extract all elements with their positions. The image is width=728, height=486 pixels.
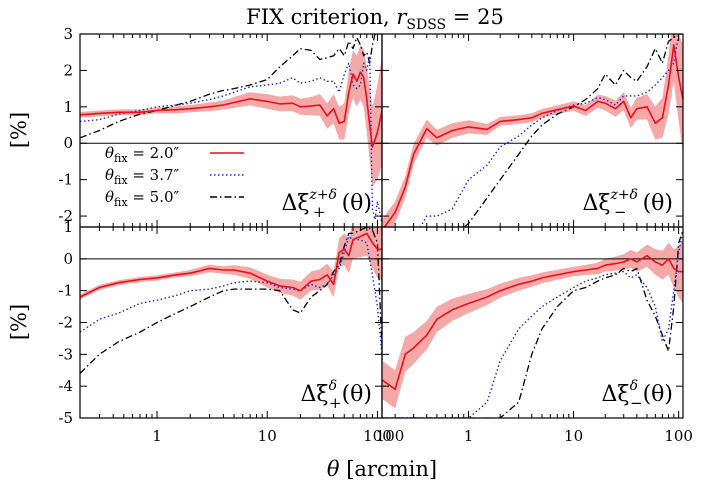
y-tick-label: -2 bbox=[58, 314, 73, 332]
y-tick-label: -3 bbox=[58, 345, 73, 363]
series-line-3p7 bbox=[382, 230, 683, 418]
plot-area bbox=[80, 34, 382, 224]
y-tick-label: 3 bbox=[63, 25, 73, 43]
panel-bottom-right: 100 1 10 100 Δξδ −(θ) bbox=[376, 226, 693, 445]
y-tick-label: 1 bbox=[63, 98, 73, 116]
x-tick-label: 100 bbox=[363, 427, 392, 445]
panel-top-left: 3 2 1 0 -1 -2 Δξz+δ + (θ) bbox=[58, 25, 383, 228]
y-axis-label-bottom: [%] bbox=[7, 304, 31, 340]
legend-label: θfix = 2.0″ bbox=[105, 144, 180, 165]
x-tick-label: 1 bbox=[464, 427, 474, 445]
error-band bbox=[382, 34, 683, 227]
chart-title: FIX criterion, rSDSS = 25 bbox=[246, 5, 504, 33]
series-line-2p0 bbox=[383, 44, 683, 227]
series-line-2p0 bbox=[382, 254, 683, 391]
series-line-5p0 bbox=[80, 227, 382, 374]
panel-label: Δξz+δ − (θ) bbox=[582, 187, 673, 221]
x-axis-label: θ [arcmin] bbox=[327, 457, 437, 481]
error-band bbox=[80, 227, 382, 300]
y-tick-label: 1 bbox=[63, 218, 73, 236]
plot-area bbox=[80, 227, 382, 374]
y-tick-label: -1 bbox=[58, 282, 73, 300]
series-line-3p7 bbox=[419, 34, 683, 227]
y-tick-label: -5 bbox=[58, 409, 73, 427]
y-tick-label: -2 bbox=[58, 207, 73, 225]
y-tick-label: -1 bbox=[58, 171, 73, 189]
x-tick-label: 10 bbox=[258, 427, 277, 445]
legend-label: θfix = 5.0″ bbox=[105, 188, 180, 209]
error-band bbox=[80, 44, 382, 187]
panel-label: Δξz+δ + (θ) bbox=[281, 187, 372, 221]
legend: θfix = 2.0″θfix = 3.7″θfix = 5.0″ bbox=[105, 144, 244, 209]
panel-label: Δξδ −(θ) bbox=[602, 378, 673, 412]
x-tick-label: 10 bbox=[564, 427, 583, 445]
y-tick-label: -4 bbox=[58, 377, 73, 395]
error-band bbox=[382, 239, 683, 409]
legend-label: θfix = 3.7″ bbox=[105, 166, 180, 187]
y-axis-label-top: [%] bbox=[7, 112, 31, 148]
x-tick-label: 100 bbox=[664, 427, 693, 445]
y-tick-label: 0 bbox=[63, 250, 73, 268]
series-line-5p0 bbox=[382, 229, 683, 418]
y-tick-label: 0 bbox=[63, 134, 73, 152]
series-line-2p0 bbox=[80, 232, 382, 298]
panel-top-right: Δξz+δ − (θ) bbox=[381, 33, 684, 228]
panel-label: Δξδ +(θ) bbox=[301, 378, 372, 412]
y-tick-label: 2 bbox=[63, 61, 73, 79]
plot-area bbox=[382, 229, 683, 418]
x-tick-label: 100 bbox=[376, 427, 405, 445]
series-line-5p0 bbox=[80, 34, 382, 139]
plot-area bbox=[382, 34, 683, 227]
series-line-2p0 bbox=[80, 71, 382, 148]
x-tick-label: 1 bbox=[152, 427, 162, 445]
